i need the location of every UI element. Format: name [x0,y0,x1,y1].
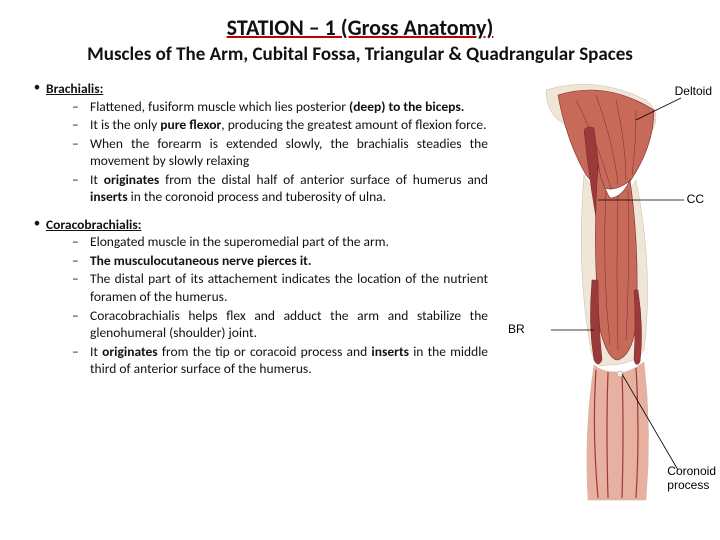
label-br: BR [508,322,525,336]
muscle-point-text: When the forearm is extended slowly, the… [90,135,528,170]
muscle-block-brachialis: • Brachialis: –Flattened, fusiform muscl… [28,80,528,206]
muscle-points: –Elongated muscle in the superomedial pa… [28,233,528,377]
page-subtitle: Muscles of The Arm, Cubital Fossa, Trian… [0,43,720,66]
text-column: • Brachialis: –Flattened, fusiform muscl… [28,80,528,388]
muscle-point: –The distal part of its attachement indi… [72,270,528,305]
dash-icon: – [72,98,90,116]
muscle-point: –The musculocutaneous nerve pierces it. [72,252,528,270]
label-deltoid: Deltoid [675,84,712,98]
dash-icon: – [72,252,90,270]
dash-icon: – [72,135,90,170]
muscle-point-text: The distal part of its attachement indic… [90,270,528,305]
dash-icon: – [72,171,90,206]
label-coronoid: Coronoid process [667,464,716,492]
bullet-dot: • [28,80,46,97]
muscle-point-text: Coracobrachialis helps flex and adduct t… [90,307,528,342]
muscle-points: –Flattened, fusiform muscle which lies p… [28,98,528,206]
image-column: Deltoid CC BR Coronoid process [528,80,710,388]
muscle-point-text: Flattened, fusiform muscle which lies po… [90,98,528,116]
dash-icon: – [72,307,90,342]
label-cc: CC [687,192,704,206]
muscle-name: Brachialis: [46,80,103,98]
muscle-point-text: Elongated muscle in the superomedial par… [90,233,528,251]
dash-icon: – [72,343,90,378]
muscle-point-text: It originates from the distal half of an… [90,171,528,206]
muscle-point: –When the forearm is extended slowly, th… [72,135,528,170]
muscle-point-text: The musculocutaneous nerve pierces it. [90,252,528,270]
bullet-dot: • [28,216,46,233]
muscle-name: Coracobrachialis: [46,216,141,234]
dash-icon: – [72,116,90,134]
dash-icon: – [72,233,90,251]
muscle-block-coracobrachialis: • Coracobrachialis: –Elongated muscle in… [28,216,528,378]
muscle-point-text: It is the only pure flexor, producing th… [90,116,528,134]
muscle-point: –Flattened, fusiform muscle which lies p… [72,98,528,116]
muscle-point: –Elongated muscle in the superomedial pa… [72,233,528,251]
muscle-point: –It is the only pure flexor, producing t… [72,116,528,134]
dash-icon: – [72,270,90,305]
muscle-point: –It originates from the distal half of a… [72,171,528,206]
muscle-point: –Coracobrachialis helps flex and adduct … [72,307,528,342]
muscle-point-text: It originates from the tip or coracoid p… [90,343,528,378]
muscle-point: –It originates from the tip or coracoid … [72,343,528,378]
main-content: • Brachialis: –Flattened, fusiform muscl… [0,80,720,388]
page-title: STATION – 1 (Gross Anatomy) [0,0,720,41]
arm-anatomy-diagram [536,70,716,510]
